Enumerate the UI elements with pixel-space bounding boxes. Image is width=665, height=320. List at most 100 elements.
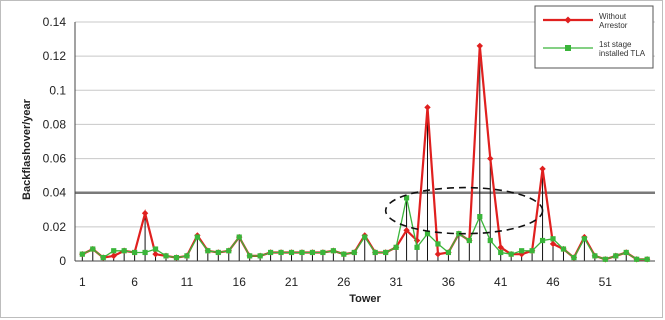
x-tick-label: 1 (79, 275, 86, 289)
data-point (372, 249, 378, 256)
x-tick-label: 11 (181, 275, 194, 289)
data-point (309, 249, 316, 256)
data-point (278, 249, 284, 256)
data-point (341, 251, 347, 257)
data-point (435, 241, 441, 247)
data-point (100, 254, 106, 261)
data-point (634, 256, 640, 262)
data-point (90, 246, 96, 252)
legend-swatch-marker (564, 16, 572, 24)
data-point (549, 240, 557, 248)
data-point (362, 234, 368, 240)
data-point (456, 231, 462, 237)
legend-swatch-marker (565, 45, 571, 51)
legend-label: 1st stage installed TLA (599, 40, 646, 58)
tower-stems (81, 45, 648, 261)
data-point (403, 195, 410, 201)
x-tick-label: 21 (285, 275, 299, 289)
x-tick-label: 26 (337, 275, 351, 289)
x-tick-labels: 1 6 11 16 21 26 31 36 41 46 51 (79, 275, 612, 289)
y-tick-labels: 0 0.02 0.04 0.06 0.08 0.1 0.12 0.14 (43, 15, 67, 268)
y-tick-label: 0 (59, 254, 66, 268)
y-tick-label: 0.1 (49, 83, 66, 97)
x-tick-label: 36 (442, 275, 456, 289)
data-point (205, 248, 211, 254)
data-point (581, 236, 587, 242)
data-point (466, 237, 472, 244)
data-point (498, 249, 504, 256)
y-axis-title: Backflashover/year (21, 98, 33, 200)
data-point (121, 248, 127, 254)
data-point (79, 251, 85, 257)
data-point (613, 253, 619, 259)
data-point (299, 249, 305, 256)
legend-box (534, 5, 654, 69)
data-point (445, 249, 452, 256)
highlight-ellipse (384, 186, 544, 235)
data-point (508, 251, 514, 257)
y-tick-label: 0.12 (43, 49, 67, 63)
data-point (477, 214, 483, 220)
data-point (132, 249, 138, 256)
data-point (413, 237, 421, 244)
data-point (487, 237, 493, 244)
data-point (141, 210, 149, 217)
series-lines (79, 42, 651, 263)
data-point (194, 234, 200, 240)
y-tick-label: 0.08 (43, 117, 67, 131)
data-point (110, 252, 117, 260)
data-point (623, 249, 629, 256)
y-tick-label: 0.04 (43, 186, 67, 200)
data-point (497, 244, 504, 251)
data-point (351, 249, 357, 256)
legend: Without Arrestor 1st stage installed TLA (534, 5, 654, 69)
data-point (539, 165, 546, 173)
x-tick-label: 6 (131, 275, 138, 289)
data-point (560, 246, 567, 252)
data-point (142, 249, 148, 256)
data-point (288, 249, 295, 256)
data-point (184, 253, 190, 259)
y-tick-label: 0.06 (43, 152, 67, 166)
x-tick-label: 16 (233, 275, 247, 289)
data-point (383, 249, 389, 256)
data-point (644, 256, 650, 262)
data-point (602, 256, 608, 262)
y-tick-label: 0.02 (43, 220, 67, 234)
data-point (434, 250, 442, 258)
y-tick-label: 0.14 (43, 15, 67, 29)
data-point (393, 244, 399, 250)
data-point (414, 244, 420, 250)
data-point (592, 253, 598, 259)
data-point (173, 254, 180, 261)
data-point (111, 248, 117, 254)
x-axis-title: Tower (349, 293, 381, 305)
data-point (519, 248, 525, 254)
data-point (330, 248, 336, 254)
x-tick-label: 46 (546, 275, 560, 289)
data-point (424, 231, 431, 237)
data-point (267, 249, 274, 256)
data-point (320, 249, 326, 256)
legend-label: Without Arrestor (599, 12, 628, 30)
data-point (152, 250, 159, 258)
data-point (226, 248, 232, 254)
data-point (539, 237, 546, 244)
data-point (163, 253, 169, 259)
data-point (476, 42, 483, 50)
data-point (487, 155, 494, 162)
data-point (403, 227, 410, 234)
data-point (571, 254, 577, 261)
x-tick-label: 51 (599, 275, 613, 289)
data-point (152, 246, 159, 252)
data-point (215, 249, 221, 256)
data-point (236, 234, 242, 240)
x-tick-label: 31 (389, 275, 403, 289)
legend-items: Without Arrestor 1st stage installed TLA (543, 12, 646, 58)
data-point (247, 253, 253, 259)
data-point (257, 253, 263, 259)
data-point (424, 104, 431, 111)
x-tick-label: 41 (494, 275, 508, 289)
